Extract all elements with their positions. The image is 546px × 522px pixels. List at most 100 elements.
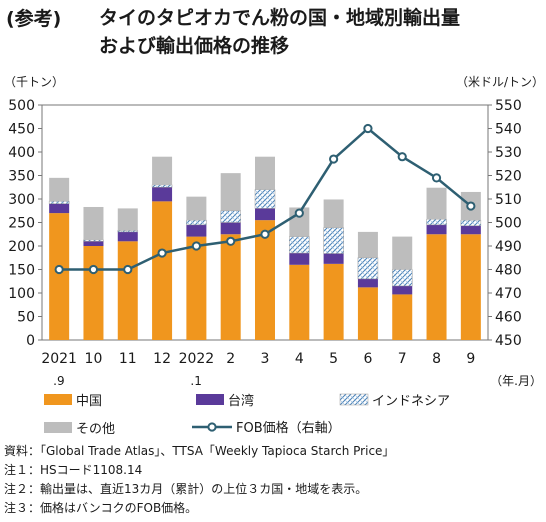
bar-taiwan xyxy=(357,278,378,288)
x-tick-label: 6 xyxy=(363,351,372,367)
bar-other xyxy=(117,208,138,231)
bar-indonesia xyxy=(117,230,139,233)
bar-taiwan xyxy=(83,241,104,246)
fob-price-point xyxy=(123,264,133,275)
bar-china xyxy=(289,264,310,340)
bar-china xyxy=(152,201,173,340)
export-chart: 0 50 100 150 200 250 300 350 400 450 500 450 460 470 4… xyxy=(4,75,544,437)
bar-taiwan xyxy=(152,187,173,202)
x-tick-label: 10 xyxy=(85,351,103,367)
fob-price-point xyxy=(294,208,304,218)
fob-price-point xyxy=(466,201,476,211)
right-tick-label: 450 xyxy=(495,333,522,349)
x-tick-label: 7 xyxy=(398,351,407,367)
legend-china-label: 中国 xyxy=(76,394,102,409)
bar-indonesia xyxy=(323,227,344,254)
fob-price-point xyxy=(431,173,442,183)
right-tick-label: 500 xyxy=(495,216,522,232)
bar-china xyxy=(323,263,344,340)
bar-other xyxy=(357,231,378,258)
fob-price-point xyxy=(329,154,339,164)
bar-taiwan xyxy=(117,231,138,242)
left-tick-label: 450 xyxy=(8,122,35,138)
fob-price-point xyxy=(226,236,236,246)
fob-price-point xyxy=(157,248,167,258)
bar-china xyxy=(392,294,413,340)
legend-fob-label: FOB価格（右軸） xyxy=(236,420,341,436)
left-tick-label: 300 xyxy=(8,192,35,208)
fob-price-point xyxy=(88,264,99,275)
bar-indonesia xyxy=(186,219,207,226)
left-tick-label: 0 xyxy=(26,333,35,349)
x-tick-label: 11 xyxy=(119,351,137,367)
fob-price-point xyxy=(54,264,64,275)
bar-indonesia xyxy=(357,257,379,280)
x-tick-label: 12 xyxy=(153,351,171,367)
bar-taiwan xyxy=(460,225,481,235)
left-axis-unit: （千トン） xyxy=(4,75,64,89)
note-3: 注３：価格はバンコクのFOB価格。 xyxy=(4,501,198,515)
fob-price-point xyxy=(363,123,373,134)
bar-indonesia xyxy=(460,219,482,227)
left-tick-label: 500 xyxy=(8,98,35,114)
x-axis-unit: （年.月） xyxy=(490,374,542,388)
fob-price-point xyxy=(191,241,201,251)
left-tick-label: 400 xyxy=(8,145,35,161)
legend-other-label: その他 xyxy=(76,422,115,437)
right-tick-label: 520 xyxy=(495,169,522,185)
bar-taiwan xyxy=(186,224,207,237)
legend-taiwan-label: 台湾 xyxy=(228,393,254,409)
bar-other xyxy=(49,177,70,202)
bar-indonesia xyxy=(254,189,276,209)
left-tick-label: 150 xyxy=(8,263,35,279)
bar-taiwan xyxy=(323,253,344,264)
notes: 資料：「Global Trade Atlas」、TTSA「Weekly Tapi… xyxy=(4,442,394,518)
x-tick-sublabel: .9 xyxy=(53,374,64,388)
x-tick-label: 8 xyxy=(432,351,441,367)
bar-other xyxy=(220,173,241,211)
bar-taiwan xyxy=(255,208,275,221)
right-tick-label: 550 xyxy=(495,98,522,114)
x-tick-label: 2021 xyxy=(41,351,77,367)
left-tick-label: 200 xyxy=(8,239,35,255)
bar-china xyxy=(83,246,104,340)
bar-china xyxy=(186,236,207,340)
bar-china xyxy=(460,234,481,340)
x-tick-label: 5 xyxy=(329,351,338,367)
right-tick-label: 480 xyxy=(495,263,522,279)
right-tick-label: 490 xyxy=(495,239,522,255)
left-tick-label: 100 xyxy=(8,286,35,302)
bar-taiwan xyxy=(426,224,447,235)
x-tick-label: 4 xyxy=(295,351,304,367)
right-axis-unit: （米ドル/トン） xyxy=(456,75,544,89)
bar-china xyxy=(255,220,275,340)
bar-other xyxy=(186,196,207,221)
bar-other xyxy=(426,187,447,220)
bar-china xyxy=(49,213,70,340)
x-tick-label: 3 xyxy=(261,351,270,367)
bar-china xyxy=(220,234,241,340)
bar-taiwan xyxy=(392,285,413,295)
bar-taiwan xyxy=(220,222,241,235)
right-tick-label: 510 xyxy=(495,192,522,208)
bar-china xyxy=(426,234,447,340)
title-tag: (参考) xyxy=(6,8,62,30)
bar-indonesia xyxy=(48,201,70,204)
right-tick-label: 470 xyxy=(495,286,522,302)
fob-price-point xyxy=(260,229,270,239)
right-tick-label: 540 xyxy=(495,122,522,138)
left-tick-label: 50 xyxy=(17,310,35,326)
bar-taiwan xyxy=(289,253,310,265)
note-2: 注２：輸出量は、直近13カ月（累計）の上位３カ国・地域を表示。 xyxy=(4,482,368,496)
bar-taiwan xyxy=(49,203,70,214)
x-tick-label: 2022 xyxy=(179,351,215,367)
x-tick-label: 2 xyxy=(226,351,235,367)
bar-other xyxy=(255,156,275,190)
note-source: 資料：「Global Trade Atlas」、TTSA「Weekly Tapi… xyxy=(4,444,395,458)
legend-taiwan-swatch xyxy=(196,394,224,405)
x-tick-label: 9 xyxy=(466,351,475,367)
x-tick-sublabel: .1 xyxy=(190,374,201,388)
legend-indonesia-label: インドネシア xyxy=(372,394,450,409)
bar-other xyxy=(323,199,344,228)
